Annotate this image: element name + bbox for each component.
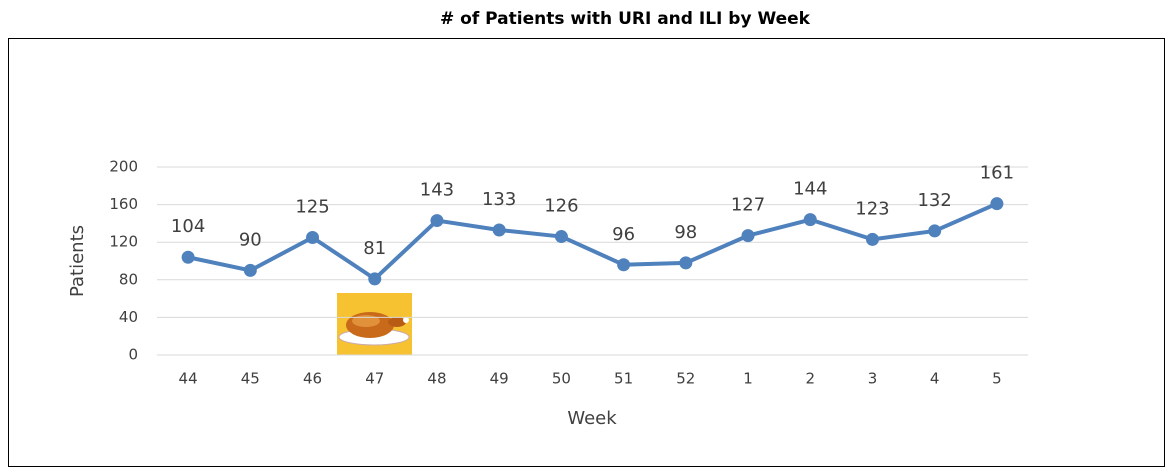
data-point: [368, 272, 382, 286]
data-point: [679, 256, 693, 270]
data-point: [741, 229, 755, 243]
x-tick-label: 48: [427, 370, 446, 388]
data-point: [803, 213, 817, 227]
x-tick-label: 50: [552, 370, 571, 388]
data-point: [990, 197, 1004, 211]
chart-frame: [8, 38, 1165, 467]
x-tick-label: 49: [490, 370, 509, 388]
x-tick-label: 5: [992, 370, 1002, 388]
data-point: [554, 230, 568, 244]
data-label: 81: [363, 238, 386, 259]
data-label: 123: [855, 198, 889, 219]
x-tick-label: 2: [805, 370, 815, 388]
data-label: 127: [731, 195, 765, 216]
turkey-icon: [337, 293, 412, 355]
x-tick-label: 3: [868, 370, 878, 388]
data-label: 125: [295, 197, 329, 218]
y-tick-label: 80: [119, 270, 138, 288]
x-tick-label: 4: [930, 370, 940, 388]
data-label: 126: [544, 196, 578, 217]
data-point: [306, 231, 320, 244]
y-tick-label: 160: [109, 195, 138, 213]
y-tick-label: 200: [109, 158, 138, 176]
data-point: [430, 214, 444, 228]
data-label: 144: [793, 179, 827, 200]
data-label: 90: [239, 229, 262, 250]
data-label: 143: [420, 180, 454, 201]
data-label: 104: [171, 216, 205, 237]
y-tick-label: 120: [109, 233, 138, 251]
data-point: [181, 250, 195, 264]
data-label: 132: [917, 190, 951, 211]
data-point: [928, 224, 942, 238]
data-line: [187, 201, 998, 281]
data-point: [243, 263, 257, 277]
y-tick-label: 40: [119, 308, 138, 326]
data-label: 98: [674, 222, 697, 243]
data-point: [617, 258, 631, 272]
data-label: 96: [612, 224, 635, 245]
x-tick-label: 45: [241, 370, 260, 388]
x-axis-label: Week: [567, 408, 617, 429]
x-tick-label: 47: [365, 370, 384, 388]
chart-title: # of Patients with URI and ILI by Week: [440, 9, 811, 29]
x-tick-label: 46: [303, 370, 322, 388]
data-label: 161: [980, 163, 1014, 184]
y-tick-label: 0: [128, 346, 138, 364]
data-point: [492, 223, 506, 237]
x-tick-label: 44: [179, 370, 198, 388]
data-point: [865, 232, 879, 246]
x-tick-label: 51: [614, 370, 633, 388]
y-axis-label: Patients: [67, 225, 88, 297]
x-tick-label: 1: [743, 370, 753, 388]
data-label: 133: [482, 189, 516, 210]
x-tick-label: 52: [676, 370, 695, 388]
